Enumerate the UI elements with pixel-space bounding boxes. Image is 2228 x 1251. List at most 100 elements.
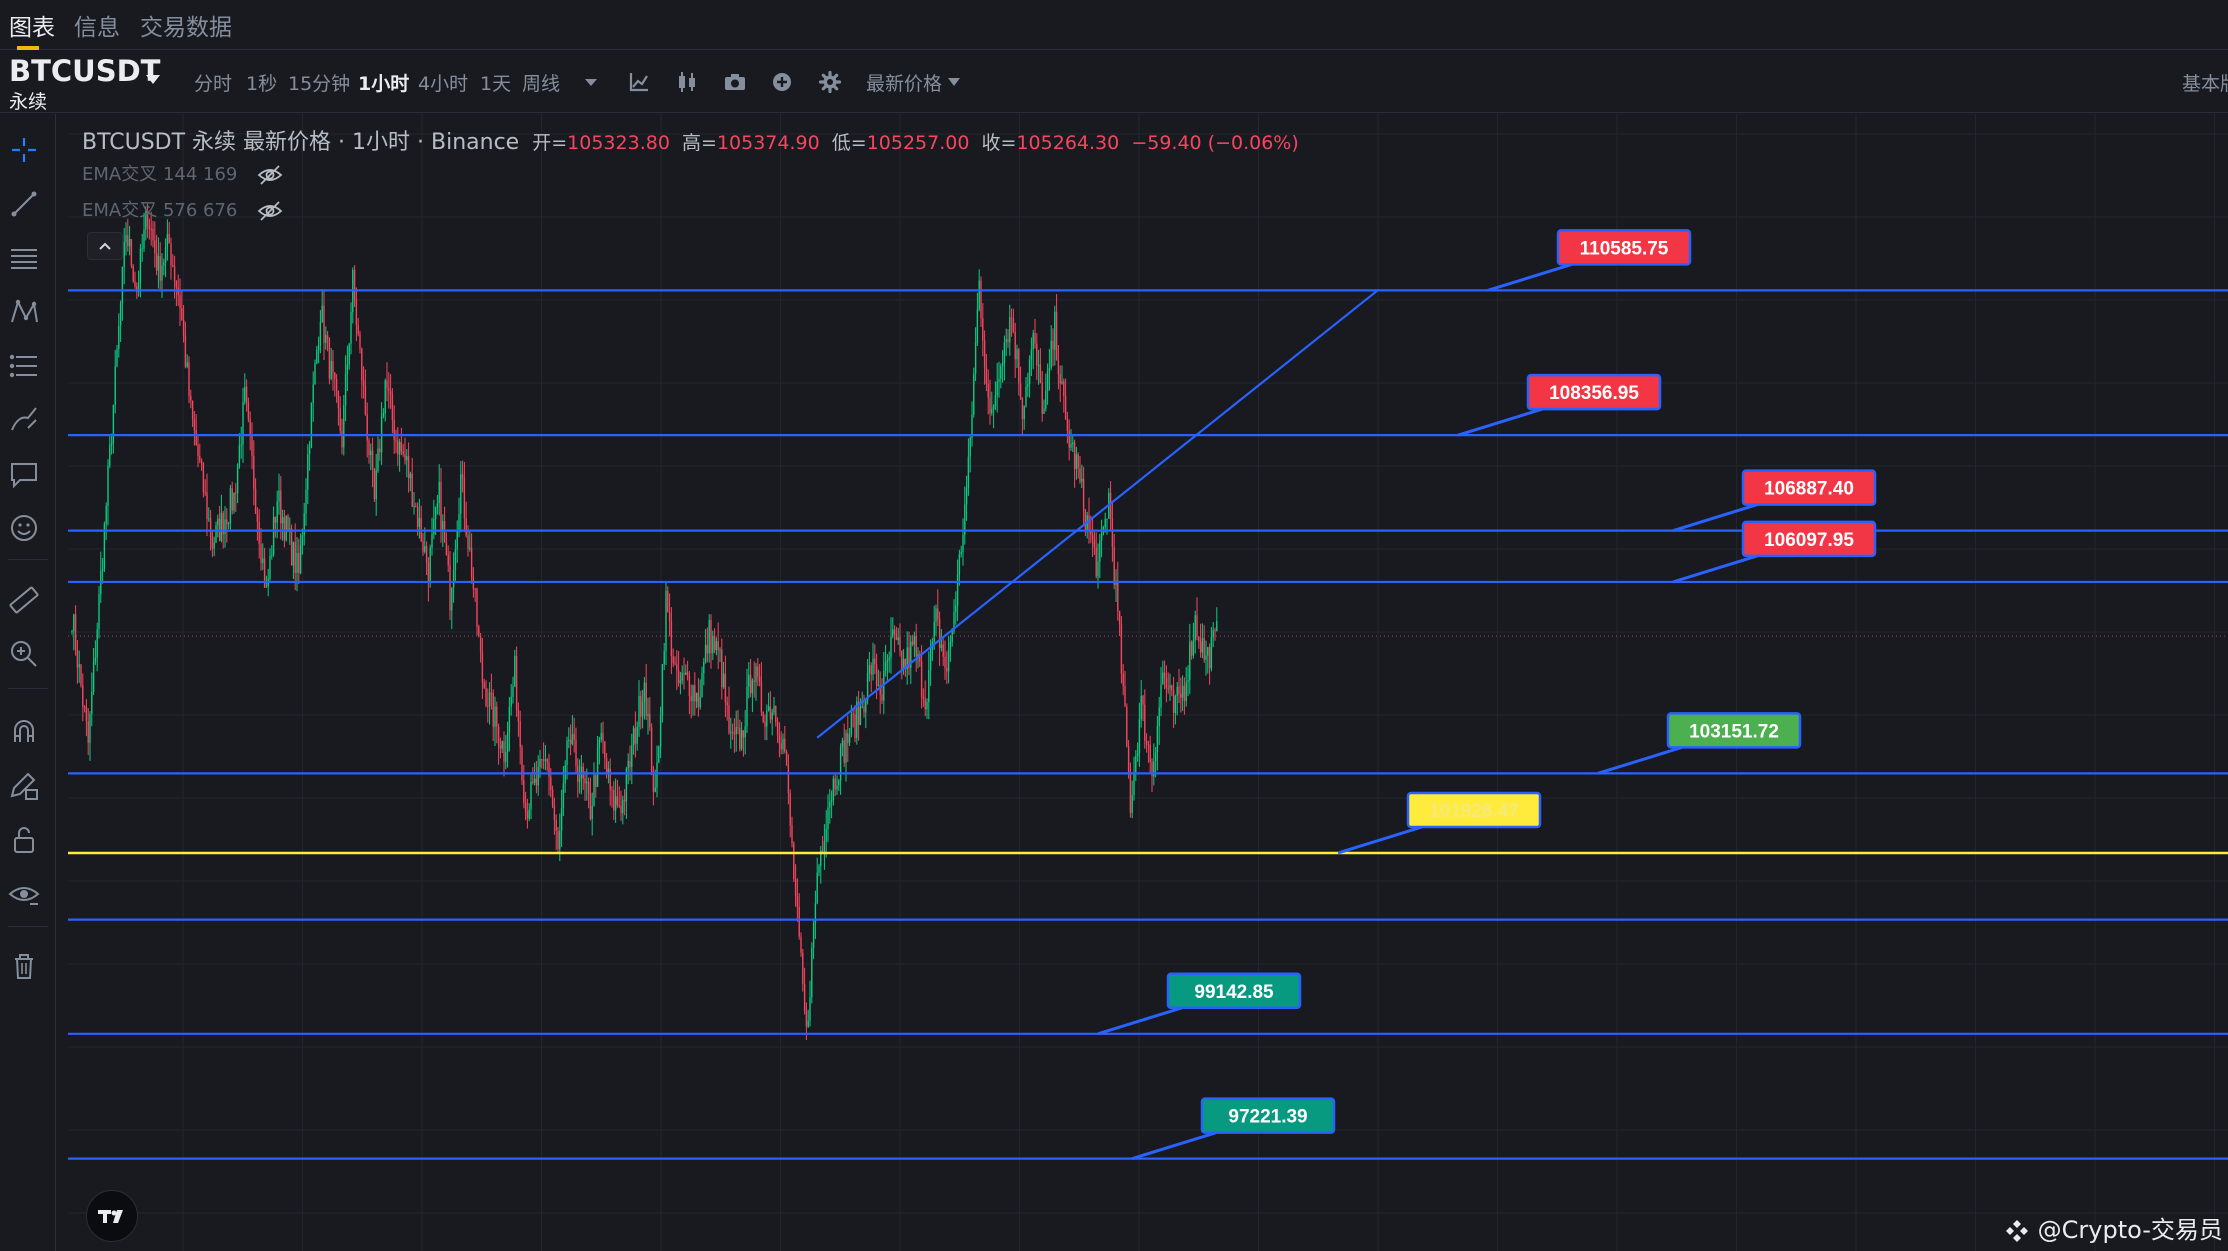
settings-icon[interactable] [815, 67, 845, 97]
candle-body [517, 709, 520, 722]
candle-body [1012, 318, 1015, 333]
collapse-legend-button[interactable] [87, 232, 123, 260]
candle-body [316, 350, 318, 364]
candle-body [263, 558, 266, 588]
candle-body [654, 787, 656, 792]
eye-icon[interactable] [6, 876, 42, 912]
trendline-icon[interactable] [6, 186, 42, 222]
candle-body [614, 796, 617, 811]
candle-body [1216, 621, 1218, 632]
price-chart[interactable]: 110585.75 108356.95 106887.40 106097.95 1031… [68, 114, 2228, 1251]
symbol-contract-type: 永续 [9, 91, 48, 113]
symbol-name[interactable]: BTCUSDT [9, 54, 161, 88]
timeframe-15m[interactable]: 15分钟 [288, 73, 351, 95]
indicator-ema-1[interactable]: EMA交叉 144 169 [82, 160, 283, 186]
candle-body [359, 334, 361, 349]
candle-body [996, 381, 998, 396]
candle-body [145, 211, 147, 230]
candle-body [343, 405, 345, 448]
candle-body [652, 772, 655, 792]
candle-body [1077, 454, 1079, 469]
timeframe-1d[interactable]: 1天 [480, 73, 512, 95]
symbol-dropdown-icon[interactable] [146, 75, 160, 84]
candle-body [292, 542, 295, 566]
candle-body [1063, 381, 1065, 397]
candle-body [222, 513, 224, 535]
pattern-icon[interactable] [6, 294, 42, 330]
label-connector [1672, 503, 1758, 533]
candle-type-icon[interactable] [672, 67, 702, 97]
emoji-icon[interactable] [6, 510, 42, 546]
candle-body [438, 481, 440, 504]
timeframe-1s[interactable]: 1秒 [246, 73, 278, 95]
candle-body [1081, 478, 1083, 482]
brush-icon[interactable] [6, 402, 42, 438]
timeframe-tick[interactable]: 分时 [194, 73, 233, 95]
candle-body [755, 666, 757, 682]
indicator-ema-2[interactable]: EMA交叉 576 676 [82, 196, 283, 222]
chart-toolbar: BTCUSDT 永续 分时 1秒 15分钟 1小时 4小时 1天 周线 最新价格… [0, 51, 2228, 113]
candle-body [881, 694, 883, 701]
zoom-in-icon[interactable] [6, 636, 42, 672]
timeframe-1h[interactable]: 1小时 [358, 73, 410, 95]
lock-draw-icon[interactable] [6, 768, 42, 804]
open-value: 105323.80 [567, 132, 670, 154]
candle-body [397, 440, 399, 455]
candle-body [287, 515, 289, 532]
candle-body [944, 656, 946, 668]
candle-body [728, 705, 730, 733]
candle-body [634, 728, 637, 744]
fib-icon[interactable] [6, 240, 42, 276]
candle-body [616, 796, 619, 805]
candle-body [690, 696, 692, 702]
lock-icon[interactable] [6, 822, 42, 858]
price-type-dropdown-icon[interactable] [948, 78, 960, 86]
candle-body [1037, 364, 1040, 366]
forecast-icon[interactable] [6, 348, 42, 384]
candle-body [1181, 685, 1184, 698]
candle-body [301, 535, 304, 546]
magnet-icon[interactable] [6, 714, 42, 750]
candle-body [1144, 704, 1146, 741]
candle-body [748, 674, 750, 687]
candle-body [839, 746, 842, 781]
candle-body [1093, 539, 1096, 548]
tradingview-logo[interactable] [86, 1190, 138, 1242]
candle-body [1099, 540, 1101, 562]
candle-body [845, 732, 847, 763]
tab-info[interactable]: 信息 [74, 15, 120, 41]
tab-chart[interactable]: 图表 [9, 8, 55, 50]
crosshair-icon[interactable] [6, 132, 42, 168]
candle-body [312, 384, 314, 403]
timeframe-1w[interactable]: 周线 [522, 73, 561, 95]
candle-body [199, 456, 201, 461]
tab-trading-data[interactable]: 交易数据 [140, 15, 232, 41]
candle-body [850, 714, 853, 735]
candle-body [298, 552, 300, 574]
add-icon[interactable] [767, 67, 797, 97]
candle-body [807, 1020, 809, 1027]
candle-body [940, 644, 943, 648]
hidden-eye-icon[interactable] [257, 164, 283, 186]
candle-body [1187, 680, 1189, 683]
candle-body [928, 670, 930, 702]
candle-body [449, 565, 451, 611]
camera-icon[interactable] [720, 67, 750, 97]
candle-body [175, 280, 178, 288]
timeframe-4h[interactable]: 4小时 [418, 73, 469, 95]
dropdown-icon[interactable] [576, 67, 606, 97]
hidden-eye-icon[interactable] [257, 200, 283, 222]
indicator-label: EMA交叉 576 676 [82, 200, 238, 221]
candle-body [226, 519, 228, 525]
comment-icon[interactable] [6, 456, 42, 492]
candle-body [157, 256, 160, 271]
indicator-icon[interactable] [624, 67, 654, 97]
candle-body [492, 693, 494, 727]
level-label-box [1741, 520, 1877, 558]
price-type-select[interactable]: 最新价格 [866, 73, 943, 95]
candle-body [364, 385, 367, 415]
ruler-icon[interactable] [6, 582, 42, 618]
candle-body [568, 739, 570, 741]
layout-basic-button[interactable]: 基本版 [2182, 73, 2228, 95]
trash-icon[interactable] [6, 948, 42, 984]
